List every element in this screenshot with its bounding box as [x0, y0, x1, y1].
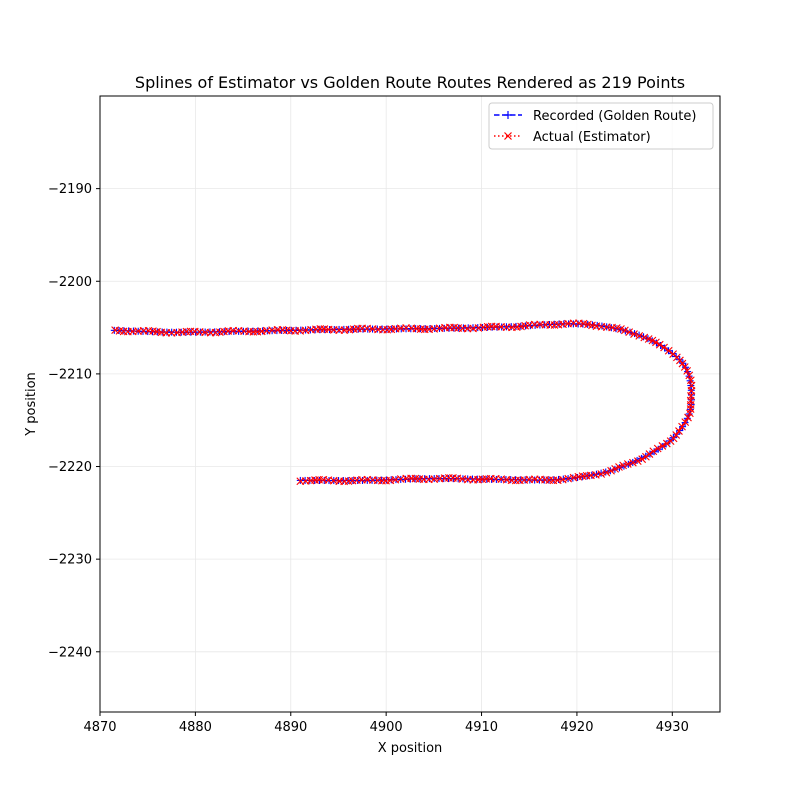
plot-frame	[99, 95, 721, 713]
legend-label-actual: Actual (Estimator)	[533, 130, 651, 145]
y-tick-label: −2190	[48, 182, 92, 197]
x-marker	[669, 350, 678, 358]
x-marker	[638, 455, 647, 464]
x-marker	[602, 468, 611, 477]
legend-label-recorded: Recorded (Golden Route)	[533, 109, 696, 124]
x-marker	[629, 458, 637, 467]
x-marker	[607, 466, 615, 475]
x-tick-label: 4910	[465, 720, 498, 735]
x-marker	[653, 444, 662, 453]
legend-marker-actual	[504, 132, 512, 140]
x-marker	[680, 363, 689, 371]
x-tick-label: 4920	[560, 720, 593, 735]
x-tick-label: 4930	[656, 720, 689, 735]
x-tick-label: 4880	[179, 720, 212, 735]
x-marker	[664, 346, 673, 355]
y-tick-label: −2210	[48, 367, 92, 382]
x-marker	[630, 330, 638, 338]
x-tick-label: 4900	[370, 720, 403, 735]
series-layer	[110, 319, 696, 486]
x-marker	[644, 335, 653, 343]
y-tick-label: −2240	[48, 645, 92, 660]
x-marker	[686, 376, 695, 385]
x-marker	[658, 442, 667, 450]
x-marker	[678, 422, 686, 431]
x-tick-label: 4870	[83, 720, 116, 735]
x-marker	[619, 461, 628, 470]
x-tick-label: 4890	[274, 720, 307, 735]
legend-box	[488, 102, 714, 150]
x-marker	[681, 418, 690, 426]
x-marker	[684, 413, 692, 422]
x-marker	[683, 366, 692, 375]
x-axis-label: X position	[378, 741, 443, 756]
x-marker	[635, 331, 644, 340]
x-marker	[111, 326, 119, 335]
x-marker	[611, 464, 620, 473]
x-marker	[655, 340, 664, 349]
y-tick-label: −2230	[48, 553, 92, 568]
chart-title: Splines of Estimator vs Golden Route Rou…	[135, 73, 685, 92]
legend: Recorded (Golden Route) Actual (Estimato…	[488, 102, 714, 150]
x-marker	[645, 450, 654, 458]
grid	[99, 96, 720, 712]
x-marker	[675, 427, 683, 435]
x-marker	[597, 470, 606, 478]
series-actual	[111, 319, 696, 486]
x-marker	[623, 460, 632, 468]
x-marker	[640, 333, 649, 342]
x-marker	[685, 371, 694, 380]
x-marker	[633, 457, 642, 466]
x-marker	[662, 439, 671, 448]
y-tick-label: −2200	[48, 275, 92, 290]
x-marker	[649, 447, 658, 456]
legend-marker-recorded	[504, 111, 512, 119]
x-marker	[672, 431, 681, 439]
x-marker	[660, 343, 668, 352]
x-marker	[625, 328, 634, 337]
y-tick-label: −2220	[48, 460, 92, 475]
x-marker	[642, 452, 650, 461]
y-axis-label: Y position	[24, 372, 39, 437]
ticks: 4870 4880 4890 4900 4910 4920 4930 −2190 −2200 −2…	[48, 182, 689, 735]
x-marker	[615, 463, 623, 471]
